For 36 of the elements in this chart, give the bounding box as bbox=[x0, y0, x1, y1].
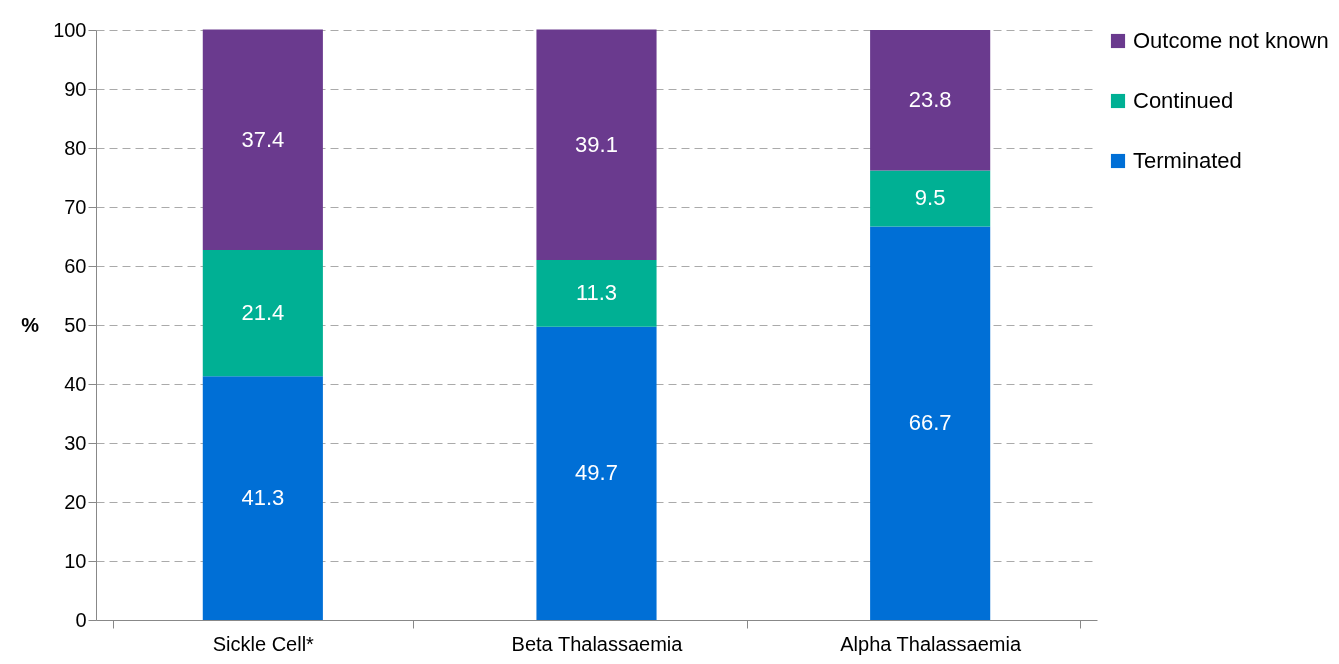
legend-label: Continued bbox=[1133, 88, 1234, 113]
y-tick-label: 30 bbox=[64, 431, 87, 454]
bar bbox=[202, 250, 323, 377]
y-tick-label: 70 bbox=[64, 195, 87, 218]
y-tick-label: 40 bbox=[64, 372, 87, 395]
y-tick-label: 20 bbox=[64, 490, 87, 513]
y-tick-label: 100 bbox=[53, 18, 87, 41]
bar bbox=[870, 30, 991, 171]
y-tick-label: 50 bbox=[64, 313, 87, 336]
data-label: 49.7 bbox=[575, 460, 618, 486]
y-tick-label: 60 bbox=[64, 254, 87, 277]
data-label: 39.1 bbox=[575, 131, 618, 157]
legend-label: Outcome not known bbox=[1133, 28, 1329, 53]
data-label: 37.4 bbox=[241, 126, 285, 152]
data-label: 66.7 bbox=[908, 410, 952, 436]
y-tick-label: 10 bbox=[64, 549, 87, 572]
bar bbox=[536, 260, 657, 327]
bar bbox=[870, 170, 991, 227]
data-label: 9.5 bbox=[914, 185, 946, 211]
y-tick-label: 0 bbox=[75, 608, 87, 631]
data-label: 21.4 bbox=[241, 300, 285, 326]
y-tick-label: 80 bbox=[64, 136, 87, 159]
data-label: 41.3 bbox=[241, 485, 285, 511]
bar bbox=[536, 29, 657, 261]
data-label: 23.8 bbox=[908, 87, 952, 113]
bar bbox=[202, 29, 323, 251]
bar bbox=[202, 376, 323, 620]
bar bbox=[536, 326, 657, 620]
x-tick-label: Sickle Cell* bbox=[212, 632, 315, 655]
x-tick-label: Alpha Thalassaemia bbox=[840, 632, 1022, 655]
legend-label: Terminated bbox=[1133, 148, 1242, 173]
y-axis-title: % bbox=[21, 313, 40, 336]
x-tick-label: Beta Thalassaemia bbox=[511, 632, 684, 655]
bar bbox=[870, 226, 991, 620]
data-label: 11.3 bbox=[575, 280, 618, 306]
y-tick-label: 90 bbox=[64, 77, 87, 100]
